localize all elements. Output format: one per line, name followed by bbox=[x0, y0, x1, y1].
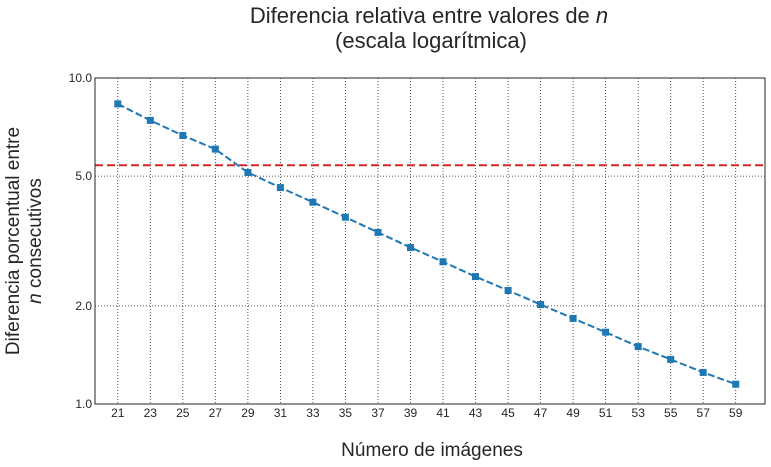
chart-title-line1: Diferencia relativa entre valores de n bbox=[250, 3, 608, 28]
data-point-37 bbox=[374, 228, 382, 236]
x-ticks: 21 23 25 27 29 31 33 35 37 39 41 43 45 47 49 51 53 55 57 59 bbox=[111, 406, 743, 420]
data-point-39 bbox=[407, 244, 414, 251]
data-point-47 bbox=[537, 301, 545, 308]
y-ticks: 1.0 2.0 5.0 10.0 bbox=[69, 71, 93, 411]
x-tick-label-47: 47 bbox=[534, 406, 548, 420]
x-tick-label-21: 21 bbox=[111, 406, 125, 420]
x-tick-label-45: 45 bbox=[501, 406, 515, 420]
data-point-45 bbox=[504, 287, 512, 294]
y-axis-label-line2: n consecutivos bbox=[25, 178, 46, 304]
data-point-35 bbox=[341, 213, 349, 221]
x-tick-label-51: 51 bbox=[599, 406, 613, 420]
x-tick-label-57: 57 bbox=[697, 406, 711, 420]
x-tick-label-29: 29 bbox=[241, 406, 255, 420]
x-tick-label-39: 39 bbox=[404, 406, 418, 420]
data-point-27 bbox=[211, 145, 219, 153]
x-tick-label-27: 27 bbox=[209, 406, 223, 420]
series-line-0 bbox=[117, 103, 737, 386]
x-tick-label-37: 37 bbox=[371, 406, 385, 420]
x-tick-label-33: 33 bbox=[306, 406, 320, 420]
x-tick-label-53: 53 bbox=[632, 406, 646, 420]
x-tick-label-59: 59 bbox=[729, 406, 743, 420]
x-tick-label-25: 25 bbox=[176, 406, 190, 420]
y-tick-label-1: 1.0 bbox=[75, 397, 92, 411]
y-axis-label-line1: Diferencia porcentual entre bbox=[3, 127, 24, 355]
data-point-53 bbox=[634, 343, 642, 351]
grid bbox=[95, 77, 765, 405]
data-point-41 bbox=[439, 258, 447, 266]
data-point-29 bbox=[244, 169, 252, 176]
y-tick-label-2: 2.0 bbox=[75, 299, 92, 313]
data-point-55 bbox=[667, 355, 675, 363]
x-tick-label-31: 31 bbox=[274, 406, 288, 420]
x-tick-label-49: 49 bbox=[566, 406, 580, 420]
data-point-59 bbox=[732, 380, 740, 388]
y-axis-label: Diferencia porcentual entre n consecutiv… bbox=[3, 127, 46, 355]
data-point-25 bbox=[179, 132, 187, 139]
data-point-33 bbox=[309, 198, 317, 206]
series-group bbox=[114, 100, 740, 388]
plot-frame bbox=[94, 77, 766, 405]
data-point-51 bbox=[602, 328, 610, 336]
data-point-57 bbox=[699, 368, 707, 376]
x-axis-label: Número de imágenes bbox=[341, 440, 523, 461]
chart-title: Diferencia relativa entre valores de n (… bbox=[250, 3, 608, 53]
data-point-43 bbox=[472, 273, 479, 281]
data-point-23 bbox=[146, 116, 154, 124]
x-tick-label-41: 41 bbox=[436, 406, 450, 420]
x-tick-label-35: 35 bbox=[339, 406, 353, 420]
y-tick-label-10: 10.0 bbox=[69, 71, 93, 85]
x-tick-label-43: 43 bbox=[469, 406, 483, 420]
chart-title-line2: (escala logarítmica) bbox=[335, 28, 527, 53]
y-tick-label-5: 5.0 bbox=[75, 169, 92, 183]
x-tick-label-55: 55 bbox=[664, 406, 678, 420]
data-point-49 bbox=[569, 314, 577, 322]
data-point-21 bbox=[114, 100, 122, 108]
x-tick-label-23: 23 bbox=[144, 406, 158, 420]
data-point-31 bbox=[276, 184, 284, 192]
